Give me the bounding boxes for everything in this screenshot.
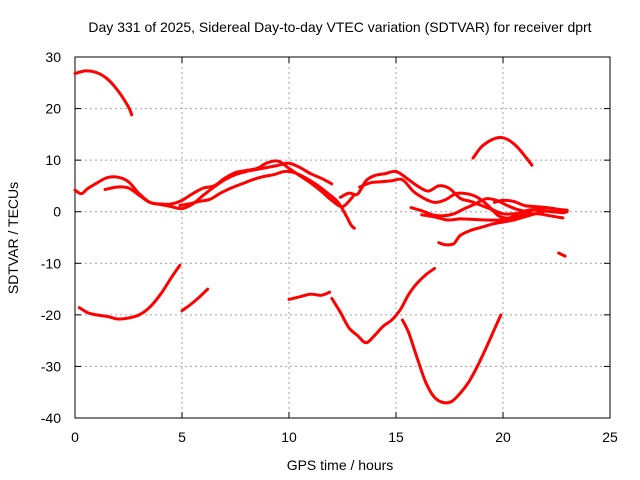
y-tick-label: 20	[45, 101, 61, 117]
series-arc-10	[492, 198, 567, 214]
series-arc-17	[400, 313, 503, 405]
y-tick-label: 30	[45, 49, 61, 65]
grid	[75, 57, 610, 418]
y-tick-label: -20	[41, 307, 61, 323]
series-arc-4	[178, 169, 356, 230]
series-arc-6	[358, 177, 569, 220]
y-tick-label: 10	[45, 152, 61, 168]
chart-title: Day 331 of 2025, Sidereal Day-to-day VTE…	[88, 19, 591, 35]
x-tick-label: 25	[602, 429, 618, 445]
x-tick-label: 10	[281, 429, 297, 445]
series-layer	[73, 69, 569, 405]
series-arc-7	[409, 197, 531, 218]
series-arc-11	[471, 135, 534, 167]
y-tick-label: -40	[41, 410, 61, 426]
plot-frame	[74, 56, 611, 419]
x-tick-label: 0	[71, 429, 79, 445]
y-tick-label: -10	[41, 255, 61, 271]
series-arc-12	[557, 251, 567, 258]
y-tick-label: 0	[53, 204, 61, 220]
series-arc-16	[330, 266, 436, 345]
y-axis-label: SDTVAR / TECUs	[5, 182, 21, 294]
axis-ticks: 0 5 10 15 20 25 -40 -30 -20 -10 0 10 20 30	[41, 49, 618, 445]
series-arc-2	[73, 159, 355, 209]
series-arc-14	[180, 287, 210, 313]
series-arc-15	[287, 290, 332, 301]
x-tick-label: 15	[388, 429, 404, 445]
x-axis-label: GPS time / hours	[287, 457, 394, 473]
y-tick-label: -30	[41, 358, 61, 374]
series-arc-3	[103, 161, 334, 211]
x-tick-label: 5	[178, 429, 186, 445]
series-arc-13	[77, 263, 182, 321]
series-arc-1	[73, 69, 134, 117]
series-arc-9	[437, 209, 548, 247]
x-tick-label: 20	[495, 429, 511, 445]
